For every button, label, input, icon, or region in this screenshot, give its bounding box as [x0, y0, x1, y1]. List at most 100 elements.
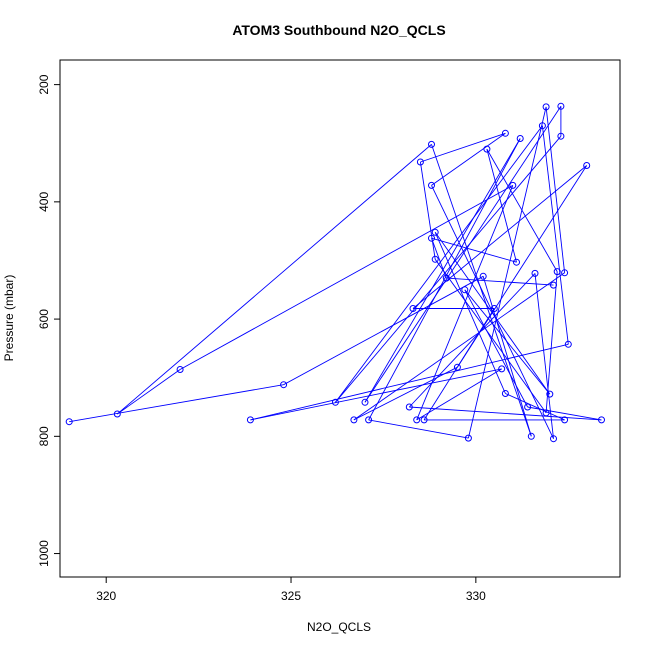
- data-point: [428, 181, 435, 189]
- data-point: [453, 363, 461, 371]
- series-segment: [368, 138, 521, 421]
- series-segment: [283, 275, 484, 386]
- data-point: [331, 398, 339, 406]
- data-point: [490, 305, 498, 312]
- data-point: [538, 122, 546, 130]
- series-segment: [534, 273, 554, 439]
- data-point: [501, 129, 509, 137]
- data-point: [509, 181, 517, 189]
- series-segment: [416, 185, 514, 421]
- series-segment: [482, 276, 532, 437]
- series-segment: [408, 273, 536, 408]
- series-segment: [467, 106, 547, 439]
- data-point: [280, 381, 288, 389]
- data-point: [428, 140, 435, 148]
- series-segment: [505, 393, 565, 421]
- y-axis-label: Pressure (mbar): [2, 275, 16, 362]
- series-layer: [65, 102, 605, 443]
- data-point: [524, 403, 532, 411]
- plot-frame: [59, 59, 621, 578]
- data-point: [550, 281, 557, 289]
- series-segment: [353, 272, 565, 421]
- series-segment: [250, 343, 569, 421]
- y-tick-label: 200: [37, 74, 51, 94]
- data-point: [464, 434, 472, 442]
- data-point: [350, 416, 358, 424]
- x-tick-label: 320: [96, 589, 116, 603]
- series-segment: [364, 106, 562, 403]
- y-axis: 200 400 600 800 1000: [37, 74, 60, 567]
- series-segment: [364, 138, 521, 403]
- data-point: [431, 228, 439, 236]
- series-segment: [117, 144, 432, 415]
- series-segment: [431, 132, 506, 186]
- chart-title: ATOM3 Southbound N2O_QCLS: [232, 22, 445, 38]
- series-segment: [419, 161, 436, 260]
- data-point: [416, 158, 424, 166]
- series-segment: [431, 185, 554, 439]
- data-point: [246, 416, 254, 424]
- series-segment: [434, 232, 551, 395]
- series-segment: [431, 238, 447, 279]
- series-segment: [464, 289, 528, 408]
- series-segment: [541, 125, 569, 345]
- series-segment: [527, 406, 602, 421]
- y-tick-label: 400: [37, 192, 51, 212]
- data-point: [420, 416, 428, 424]
- data-point: [550, 435, 557, 443]
- data-point: [405, 403, 413, 411]
- data-point: [513, 258, 520, 266]
- series-segment: [179, 185, 514, 370]
- data-point: [461, 286, 469, 294]
- data-point: [583, 162, 591, 169]
- x-tick-label: 325: [281, 589, 301, 603]
- series-segment: [486, 148, 517, 263]
- data-point: [483, 145, 491, 153]
- data-point: [531, 269, 539, 277]
- series-segment: [486, 148, 558, 272]
- data-point: [557, 132, 565, 140]
- series-segment: [250, 368, 502, 421]
- data-point: [65, 418, 73, 426]
- data-point: [428, 234, 435, 242]
- series-segment: [353, 366, 458, 421]
- series-segment: [434, 232, 506, 394]
- data-point: [501, 390, 509, 397]
- y-tick-label: 1000: [37, 540, 51, 567]
- y-tick-label: 600: [37, 309, 51, 329]
- data-point: [553, 268, 561, 276]
- data-point: [361, 398, 369, 406]
- series-segment: [412, 165, 587, 309]
- series-segment: [545, 106, 566, 273]
- series-segment: [335, 135, 562, 403]
- data-point: [598, 416, 605, 424]
- series-segment: [117, 369, 181, 415]
- data-point: [557, 102, 565, 110]
- data-point: [413, 416, 421, 424]
- series-segment: [431, 144, 532, 437]
- series-segment: [431, 237, 517, 263]
- x-axis-label: N2O_QCLS: [307, 620, 371, 634]
- data-point: [498, 365, 506, 373]
- series-segment: [545, 271, 558, 413]
- series-segment: [416, 368, 502, 421]
- x-tick-label: 330: [466, 589, 486, 603]
- data-point: [542, 103, 550, 111]
- data-point: [516, 135, 524, 142]
- series-segment: [69, 384, 284, 423]
- data-point: [113, 410, 121, 418]
- y-tick-label: 800: [37, 426, 51, 446]
- x-axis: 320 325 330: [96, 577, 486, 603]
- series-segment: [409, 406, 602, 421]
- data-point: [546, 390, 554, 398]
- data-point: [561, 269, 569, 277]
- data-point: [365, 416, 373, 424]
- series-segment: [368, 419, 469, 439]
- data-point: [561, 416, 569, 424]
- data-point: [479, 272, 487, 280]
- data-point: [564, 340, 572, 348]
- series-segment: [446, 277, 554, 286]
- series-segment: [420, 132, 506, 163]
- data-point: [409, 305, 417, 312]
